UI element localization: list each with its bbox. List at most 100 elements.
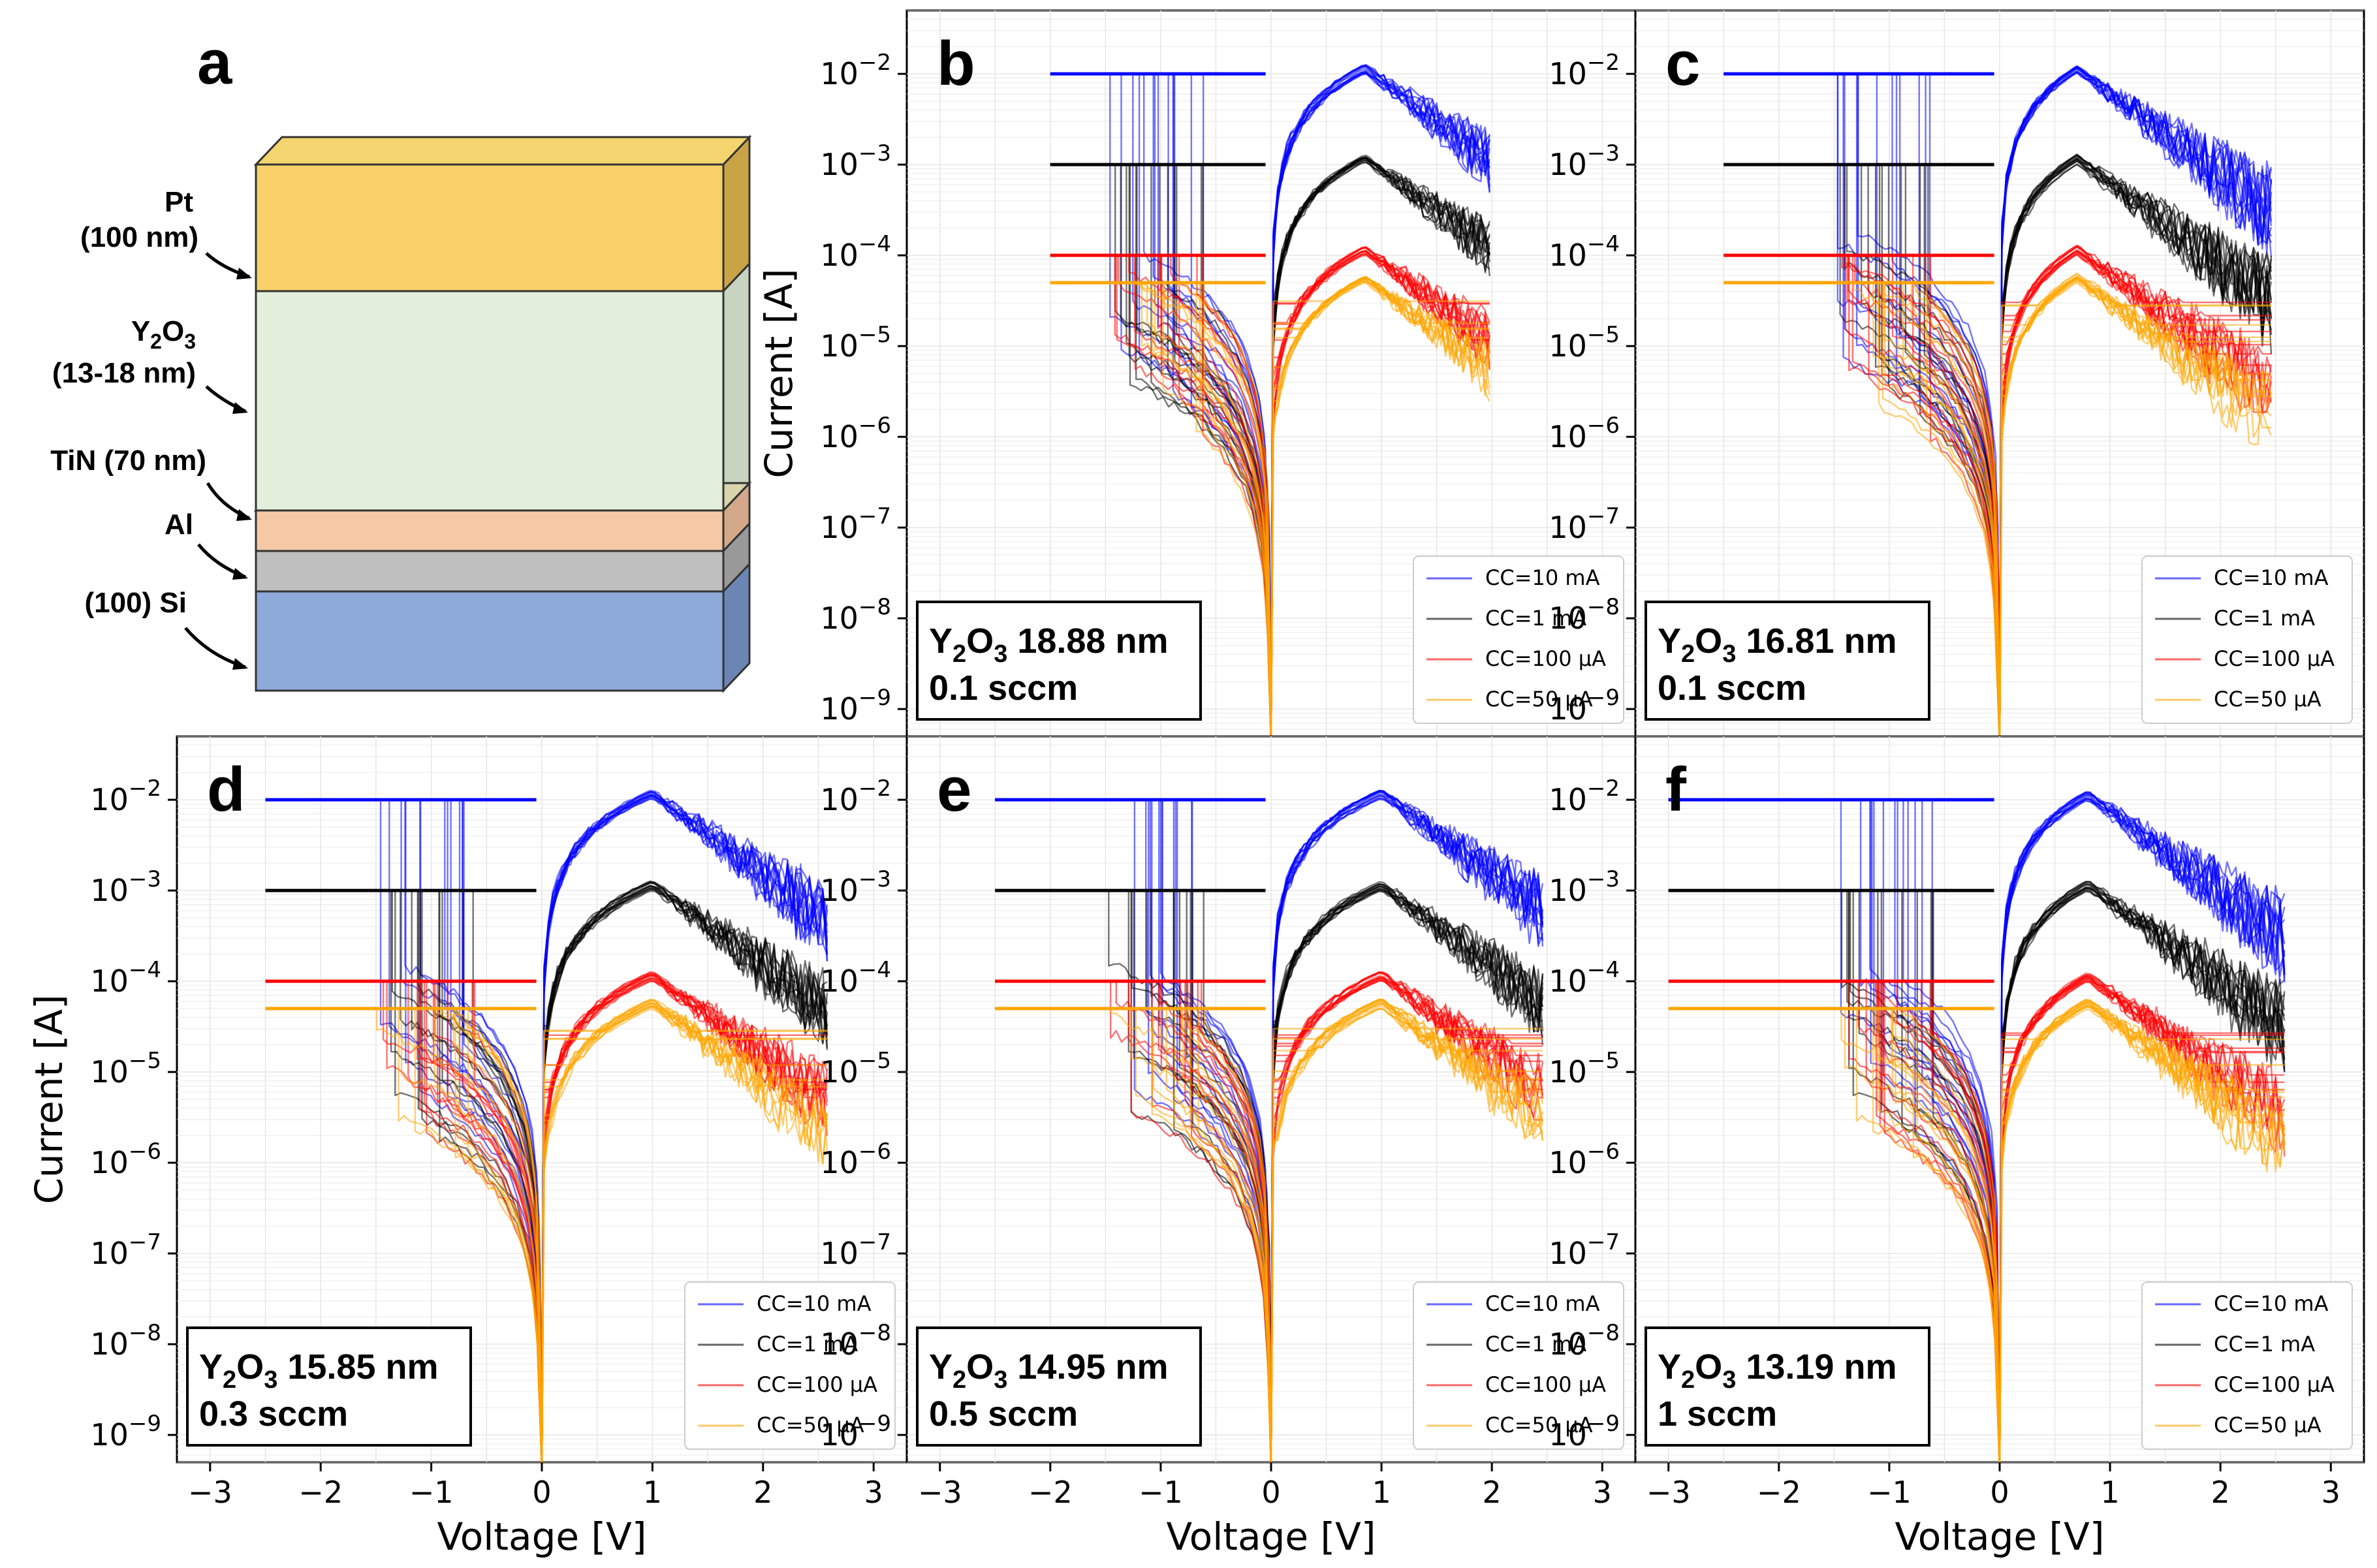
panel-letter-f: f [1665,755,1687,824]
y-tick-label: 10−6 [820,413,891,454]
y-tick-label: 10−8 [90,1320,161,1362]
y-tick-label: 10−8 [820,594,891,636]
iv-curve [995,883,1544,1462]
pt-label: Pt [165,186,193,218]
iv-curve [995,798,1544,1462]
y-tick-label: 10−3 [90,866,161,908]
iv-curve [1724,272,2271,736]
legend-label: CC=10 mA [2214,565,2329,590]
x-tick-label: −1 [1867,1475,1912,1510]
iv-curve [265,999,828,1462]
x-tick-label: −3 [1646,1475,1691,1510]
flow-text: 1 sccm [1658,1394,1777,1434]
iv-curve [1050,67,1490,736]
y-tick-label: 10−3 [1549,140,1620,182]
iv-curve [995,792,1544,1462]
iv-curve [1050,156,1490,736]
legend-label: CC=50 µA [1485,1413,1593,1437]
iv-curve [265,971,828,1462]
thickness-text: Y2O3 14.95 nm [929,1347,1168,1394]
iv-curve [995,1007,1543,1462]
sample-info-box: Y2O3 14.95 nm0.5 sccm [916,1326,1202,1447]
x-axis-label: Voltage [V] [1895,1514,2105,1559]
series-3 [995,998,1544,1462]
legend-frame [2141,1281,2353,1450]
iv-curve [1668,1005,2286,1462]
y-tick-label: 10−3 [820,866,891,908]
tin-layer [255,509,725,552]
series-3 [265,999,828,1462]
legend-label: CC=10 mA [757,1291,872,1316]
x-tick-label: −1 [1139,1475,1183,1510]
x-tick-label: 0 [1990,1475,2009,1510]
legend-label: CC=1 mA [2214,1332,2315,1356]
iv-curve [1724,245,2271,736]
pt-layer [255,163,725,292]
legend-frame [684,1281,896,1450]
x-tick-label: 1 [1372,1475,1391,1510]
info-box-frame [1645,601,1930,721]
x-tick-label: 2 [2211,1475,2230,1510]
flow-text: 0.3 sccm [199,1394,348,1434]
iv-curve [1724,276,2271,736]
series-2 [1668,973,2286,1462]
iv-curve [265,890,828,1462]
y-tick-label: 10−9 [820,685,891,727]
info-box-frame [916,1326,1202,1447]
legend-label: CC=1 mA [1485,1332,1586,1356]
series-1 [1050,154,1490,736]
flow-text: 0.5 sccm [929,1394,1078,1434]
iv-curve [995,980,1543,1462]
iv-curve [1668,890,2286,1462]
iv-curve [995,790,1544,1462]
pt-thickness-label: (100 nm) [80,221,198,253]
legend-label: CC=100 µA [2214,1372,2335,1397]
y2o3-layer [255,290,725,512]
iv-curve [1050,275,1490,736]
iv-curve [995,998,1544,1462]
legend-label: CC=1 mA [757,1332,858,1356]
x-axis-label: Voltage [V] [437,1514,647,1559]
panel-letter-a: a [197,27,232,97]
iv-curve [265,796,828,1462]
x-tick-label: 1 [643,1475,662,1510]
iv-curve [1668,798,2286,1462]
sample-info-box: Y2O3 13.19 nm1 sccm [1645,1326,1930,1447]
legend: CC=10 mA CC=1 mA CC=100 µA CC=50 µA [684,1281,896,1450]
info-box-frame [916,601,1202,721]
thickness-text: Y2O3 15.85 nm [199,1347,438,1394]
sample-info-box: Y2O3 16.81 nm0.1 sccm [1645,601,1930,721]
legend-label: CC=50 µA [2214,1413,2322,1437]
iv-curve [1668,888,2286,1462]
y-tick-label: 10−8 [1549,594,1620,636]
y-tick-label: 10−2 [820,50,891,91]
legend-label: CC=100 µA [757,1372,877,1397]
thickness-text: Y2O3 13.19 nm [1658,1347,1897,1394]
iv-curve [995,971,1544,1462]
iv-curve [1668,999,2285,1462]
iv-curve [1050,65,1490,736]
iv-curve [265,791,828,1462]
iv-traces [1724,65,2273,736]
al-label: Al [165,509,193,541]
legend-label: CC=1 mA [1485,606,1586,631]
iv-curve [1050,253,1490,736]
legend-label: CC=100 µA [2214,646,2335,671]
iv-traces [995,789,1544,1462]
y-tick-label: 10−9 [1549,685,1620,727]
x-tick-label: −3 [188,1475,232,1510]
panel-d: −3 −2 −1 0 1 2 3 10−9 10−8 10−7 10−6 10−5 10−4 10−3 10… [27,735,908,1559]
legend-label: CC=100 µA [1485,1372,1606,1397]
y2o3-layer-side [722,261,751,513]
iv-curve [265,1003,828,1462]
y-tick-label: 10−5 [1549,1048,1620,1090]
x-tick-label: 2 [753,1475,772,1510]
x-axis-label: Voltage [V] [1167,1514,1376,1559]
x-tick-label: −2 [1757,1475,1801,1510]
al-layer [255,550,725,593]
y-tick-label: 10−4 [820,231,891,273]
panel-letter-d: d [207,755,245,824]
iv-curve [995,1005,1544,1462]
x-tick-label: −1 [409,1475,454,1510]
x-tick-label: 3 [2322,1475,2340,1510]
